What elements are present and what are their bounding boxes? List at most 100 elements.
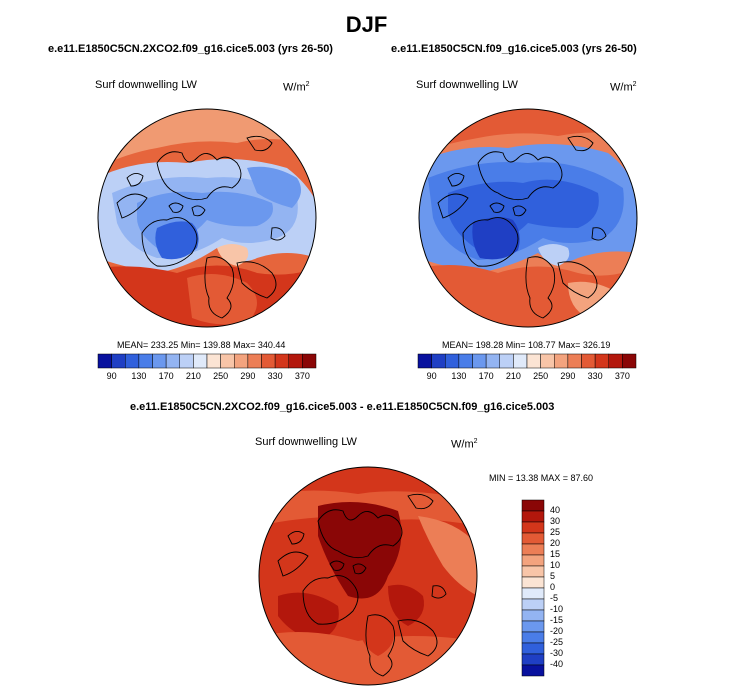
diff-colorbar-swatch bbox=[521, 587, 545, 600]
diff-stats: MIN = 13.38 MAX = 87.60 bbox=[489, 473, 594, 483]
diff-colorbar-label: 10 bbox=[550, 560, 561, 570]
panel1-unit-label: W/m2 bbox=[283, 81, 310, 94]
diff-variable-label: Surf downwelling LW bbox=[255, 436, 357, 448]
panel2-variable-label: Surf downwelling LW bbox=[416, 79, 518, 91]
diff-colorbar-label: -10 bbox=[550, 604, 564, 614]
panel1-colorbar-tick-label: 210 bbox=[185, 371, 201, 381]
panel2-colorbar-swatch bbox=[554, 353, 569, 369]
panel2-polar-map bbox=[418, 108, 638, 328]
panel2-colorbar-tick-label: 210 bbox=[505, 371, 521, 381]
panel1-colorbar-swatch bbox=[247, 353, 262, 369]
diff-colorbar-label: 5 bbox=[550, 571, 556, 581]
diff-colorbar-swatch bbox=[521, 664, 545, 677]
diff-colorbar-swatch bbox=[521, 543, 545, 556]
diff-colorbar-swatch bbox=[521, 609, 545, 622]
diff-colorbar-swatch bbox=[521, 576, 545, 589]
panel1-colorbar-tick-label: 250 bbox=[213, 371, 229, 381]
panel1-colorbar-swatch bbox=[234, 353, 249, 369]
diff-colorbar-labels: 40 30 25 20 15 10 5 0 -5 -10 -15 -20 -25 -30 -40 bbox=[550, 500, 580, 676]
diff-colorbar-swatch bbox=[521, 510, 545, 523]
panel2-colorbar-swatch bbox=[526, 353, 541, 369]
panel1-colorbar-tick-label: 130 bbox=[131, 371, 147, 381]
diff-colorbar-label: -20 bbox=[550, 626, 564, 636]
diff-colorbar-swatch bbox=[521, 653, 545, 666]
panel1-colorbar-swatch bbox=[288, 353, 303, 369]
panel2-colorbar-swatch bbox=[417, 353, 432, 369]
panel1-colorbar-swatch bbox=[138, 353, 153, 369]
panel1-colorbar-swatch bbox=[261, 353, 276, 369]
panel1-colorbar-swatch bbox=[165, 353, 180, 369]
panel1-colorbar-swatch bbox=[111, 353, 126, 369]
diff-polar-map bbox=[258, 466, 478, 686]
diff-colorbar-swatch bbox=[521, 499, 545, 512]
panel2-colorbar-swatch bbox=[472, 353, 487, 369]
diff-colorbar-label: 40 bbox=[550, 505, 561, 515]
panel1-colorbar-swatch bbox=[220, 353, 235, 369]
panel2-colorbar bbox=[417, 353, 637, 369]
panel1-colorbar-tick-label: 90 bbox=[106, 371, 117, 381]
panel1-colorbar-tick-label: 170 bbox=[158, 371, 174, 381]
panel1-colorbar-swatch bbox=[206, 353, 221, 369]
panel2-colorbar-swatch bbox=[458, 353, 473, 369]
panel1-polar-map bbox=[97, 108, 317, 328]
diff-colorbar-label: -15 bbox=[550, 615, 564, 625]
panel1-stats: MEAN= 233.25 Min= 139.88 Max= 340.44 bbox=[117, 340, 286, 350]
panel2-colorbar-swatch bbox=[445, 353, 460, 369]
panel2-colorbar-swatch bbox=[594, 353, 609, 369]
panel1-colorbar-swatch bbox=[97, 353, 112, 369]
diff-colorbar-label: 25 bbox=[550, 527, 561, 537]
panel1-colorbar-swatch bbox=[179, 353, 194, 369]
panel1-variable-label: Surf downwelling LW bbox=[95, 79, 197, 91]
diff-panel-title: e.e11.E1850C5CN.2XCO2.f09_g16.cice5.003 … bbox=[130, 401, 555, 413]
diff-colorbar-swatch bbox=[521, 532, 545, 545]
panel2-colorbar-tick-label: 130 bbox=[451, 371, 467, 381]
panel2-colorbar-swatch bbox=[513, 353, 528, 369]
panel2-case-title: e.e11.E1850C5CN.f09_g16.cice5.003 (yrs 2… bbox=[391, 43, 637, 55]
diff-colorbar-swatch bbox=[521, 598, 545, 611]
panel1-colorbar-swatch bbox=[193, 353, 208, 369]
panel2-colorbar-tick-label: 330 bbox=[587, 371, 603, 381]
panel2-colorbar-swatch bbox=[431, 353, 446, 369]
panel2-colorbar-ticks: 90 130 170 210 250 290 330 370 bbox=[418, 371, 636, 383]
panel1-colorbar-swatch bbox=[125, 353, 140, 369]
diff-colorbar-label: -25 bbox=[550, 637, 564, 647]
diff-colorbar-swatch bbox=[521, 631, 545, 644]
diff-colorbar bbox=[521, 499, 545, 677]
panel2-colorbar-swatch bbox=[540, 353, 555, 369]
diff-colorbar-label: 20 bbox=[550, 538, 561, 548]
page-title: DJF bbox=[345, 12, 388, 37]
diff-colorbar-swatch bbox=[521, 521, 545, 534]
panel2-stats: MEAN= 198.28 Min= 108.77 Max= 326.19 bbox=[442, 340, 611, 350]
diff-colorbar-label: -40 bbox=[550, 659, 564, 669]
panel2-colorbar-swatch bbox=[581, 353, 596, 369]
panel2-colorbar-tick-label: 170 bbox=[478, 371, 494, 381]
panel1-colorbar bbox=[97, 353, 317, 369]
panel1-case-title: e.e11.E1850C5CN.2XCO2.f09_g16.cice5.003 … bbox=[48, 43, 333, 55]
diff-colorbar-label: 0 bbox=[550, 582, 556, 592]
panel2-colorbar-tick-label: 250 bbox=[533, 371, 549, 381]
diff-colorbar-label: -30 bbox=[550, 648, 564, 658]
diff-colorbar-swatch bbox=[521, 620, 545, 633]
diff-unit-label: W/m2 bbox=[451, 438, 478, 451]
panel1-colorbar-tick-label: 330 bbox=[267, 371, 283, 381]
diff-colorbar-swatch bbox=[521, 642, 545, 655]
panel2-colorbar-tick-label: 370 bbox=[614, 371, 630, 381]
panel2-colorbar-swatch bbox=[622, 353, 637, 369]
panel1-colorbar-swatch bbox=[274, 353, 289, 369]
panel2-colorbar-tick-label: 290 bbox=[560, 371, 576, 381]
diff-colorbar-label: -5 bbox=[550, 593, 559, 603]
diff-colorbar-label: 30 bbox=[550, 516, 561, 526]
panel1-colorbar-tick-label: 290 bbox=[240, 371, 256, 381]
diff-colorbar-swatch bbox=[521, 554, 545, 567]
panel2-colorbar-tick-label: 90 bbox=[426, 371, 437, 381]
panel2-colorbar-swatch bbox=[485, 353, 500, 369]
panel2-colorbar-swatch bbox=[567, 353, 582, 369]
panel1-colorbar-ticks: 90 130 170 210 250 290 330 370 bbox=[98, 371, 316, 383]
panel2-colorbar-swatch bbox=[608, 353, 623, 369]
panel1-colorbar-swatch bbox=[152, 353, 167, 369]
panel1-colorbar-tick-label: 370 bbox=[294, 371, 310, 381]
diff-colorbar-label: 15 bbox=[550, 549, 561, 559]
panel1-colorbar-swatch bbox=[302, 353, 317, 369]
diff-colorbar-swatch bbox=[521, 565, 545, 578]
panel2-unit-label: W/m2 bbox=[610, 81, 637, 94]
